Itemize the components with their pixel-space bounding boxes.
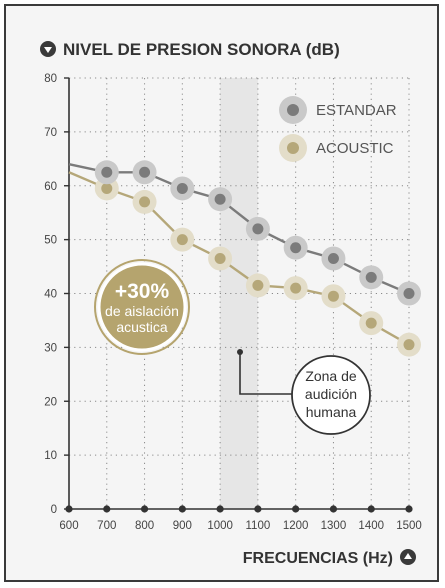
x-tick-label: 1500 xyxy=(396,520,422,532)
data-point xyxy=(327,252,339,264)
x-tick-label: 700 xyxy=(97,520,116,532)
callout-line1: Zona de xyxy=(305,368,357,384)
x-tick-labels: 600 700 800 900 1000 1100 1200 1300 1400 1500 xyxy=(59,505,422,532)
x-axis-title-group: FRECUENCIAS (Hz) xyxy=(243,549,416,567)
x-tick-dot xyxy=(103,505,111,513)
data-point xyxy=(139,196,151,208)
x-tick-label: 1100 xyxy=(246,520,271,532)
legend-marker-estandar xyxy=(287,104,299,116)
y-tick-label: 20 xyxy=(44,396,57,408)
x-tick-dot xyxy=(292,505,300,513)
human-hearing-callout: Zona de audición humana xyxy=(237,349,371,435)
badge-percent: +30% xyxy=(115,280,170,303)
series-line-estandar xyxy=(68,163,410,295)
y-tick-label: 40 xyxy=(44,289,57,301)
badge-circle xyxy=(97,262,187,352)
badge-ring xyxy=(94,259,190,355)
insulation-badge: +30% de aislación acustica xyxy=(94,259,190,355)
data-point xyxy=(327,290,339,302)
callout-line3: humana xyxy=(306,404,357,420)
chevron-down-icon-glyph xyxy=(44,47,52,53)
chart-title-group: NIVEL DE PRESION SONORA (dB) xyxy=(40,40,340,59)
legend-marker-acoustic xyxy=(287,142,299,154)
chevron-up-icon-glyph xyxy=(404,553,412,559)
data-point xyxy=(252,223,264,235)
data-point xyxy=(101,182,113,194)
x-tick-dot xyxy=(367,505,375,513)
x-tick-dot xyxy=(140,505,149,513)
y-tick-label: 60 xyxy=(44,181,57,193)
x-tick-label: 900 xyxy=(173,520,192,532)
y-tick-label: 10 xyxy=(44,450,57,462)
y-tick-labels: 0 10 20 30 40 50 60 70 80 xyxy=(44,73,69,516)
legend: ESTANDAR ACOUSTIC xyxy=(279,96,397,162)
x-tick-dot xyxy=(254,505,262,513)
data-point xyxy=(214,193,226,205)
x-tick-label: 1400 xyxy=(358,520,384,532)
data-point xyxy=(290,242,302,254)
chart-title: NIVEL DE PRESION SONORA (dB) xyxy=(63,40,340,59)
data-point xyxy=(214,252,226,264)
data-point xyxy=(139,166,151,178)
data-point xyxy=(365,271,377,283)
data-point xyxy=(365,317,377,329)
badge-line2: de aislación xyxy=(105,303,179,319)
chart-frame: NIVEL DE PRESION SONORA (dB) 0 10 20 30 40 50… xyxy=(4,4,439,582)
x-tick-dot xyxy=(65,505,73,513)
data-point xyxy=(290,282,302,294)
badge-line3: acustica xyxy=(116,319,168,335)
y-tick-label: 30 xyxy=(44,342,57,354)
legend-label-acoustic: ACOUSTIC xyxy=(316,140,394,157)
data-point xyxy=(252,279,264,291)
series-line-acoustic xyxy=(68,171,410,346)
x-tick-label: 1000 xyxy=(207,520,233,532)
data-point xyxy=(101,166,113,178)
x-tick-dot xyxy=(216,505,224,513)
data-point xyxy=(403,339,415,351)
y-tick-label: 50 xyxy=(44,235,57,247)
data-point xyxy=(403,288,415,299)
callout-bubble xyxy=(291,355,371,435)
y-tick-label: 80 xyxy=(44,73,57,85)
legend-label-estandar: ESTANDAR xyxy=(316,102,397,119)
sound-pressure-chart: NIVEL DE PRESION SONORA (dB) 0 10 20 30 40 50… xyxy=(40,40,422,567)
x-tick-dot xyxy=(329,505,338,513)
callout-connector xyxy=(239,352,292,395)
x-axis-title: FRECUENCIAS (Hz) xyxy=(243,550,393,567)
series-layer xyxy=(68,160,421,357)
y-tick-label: 70 xyxy=(44,127,57,139)
grid-lines xyxy=(69,77,410,509)
callout-line2: audición xyxy=(305,386,357,402)
x-tick-dot xyxy=(405,505,413,513)
x-tick-label: 1200 xyxy=(283,520,309,532)
data-point xyxy=(176,182,188,194)
data-point xyxy=(176,234,188,246)
x-tick-label: 1300 xyxy=(321,520,347,532)
x-tick-dot xyxy=(178,505,186,513)
y-tick-label: 0 xyxy=(51,504,57,516)
x-tick-label: 600 xyxy=(59,520,78,532)
x-tick-label: 800 xyxy=(135,520,154,532)
